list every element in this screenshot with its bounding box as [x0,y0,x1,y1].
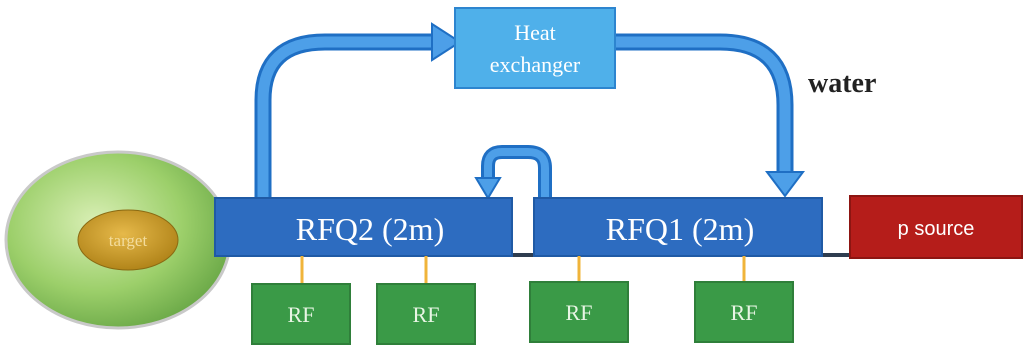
rfq1-label: RFQ1 (2m) [606,211,754,247]
heat-exchanger-label-line2: exchanger [490,52,581,77]
water-pipe-rfq2-to-heat-exchanger [254,33,440,198]
arrow-head-to-rfq2 [474,177,502,200]
rf-box-3 [529,281,629,343]
rf-box-2 [376,283,476,345]
p-source-box [849,195,1023,259]
rf-label-4: RF [731,300,758,325]
rf-label-1: RF [288,302,315,327]
rfq2-box [214,197,513,257]
rfq1-box [533,197,823,257]
target-inner [77,209,179,271]
rf-label-2: RF [413,302,440,327]
rf-box-1 [251,283,351,345]
rfq2-label: RFQ2 (2m) [296,211,444,247]
heat-exchanger-box [454,7,616,89]
water-pipe-heat-exchanger-to-rfq1 [612,33,794,178]
water-pipe-rfq1-to-rfq2 [481,145,552,198]
rf-box-4 [694,281,794,343]
arrow-head-to-heat-exchanger [431,22,462,62]
target-label: target [109,231,148,250]
heat-exchanger-label-line1: Heat [514,20,556,45]
water-label: water [808,68,876,99]
arrow-head-to-rfq1 [765,171,805,198]
rf-label-3: RF [566,300,593,325]
p-source-label: p source [898,218,975,240]
